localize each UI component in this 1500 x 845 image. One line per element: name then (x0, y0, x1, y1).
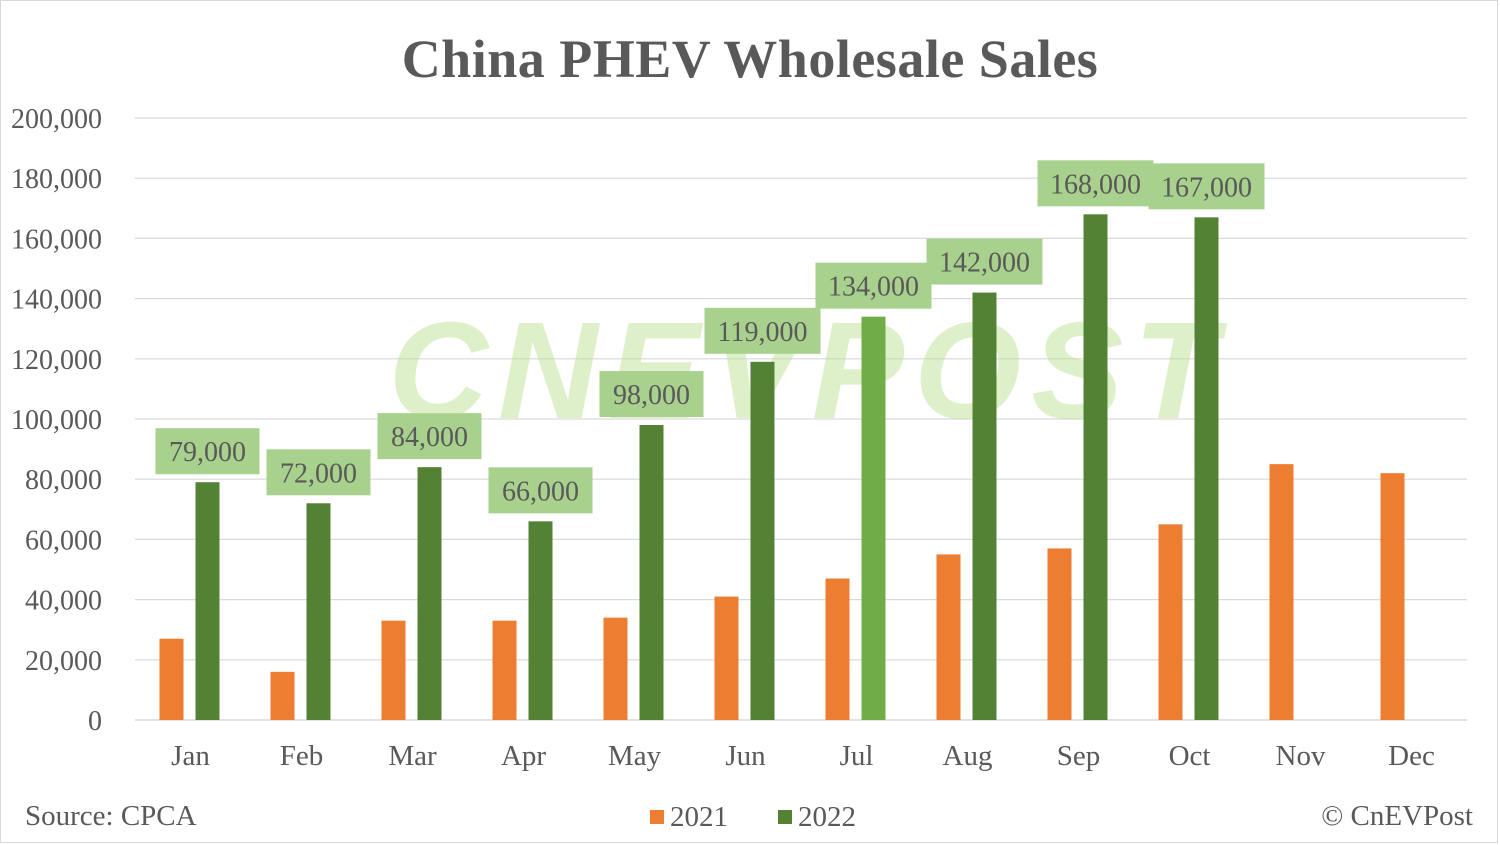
x-tick-label: Apr (501, 740, 546, 772)
x-tick-label: May (608, 740, 662, 772)
bar-2022-oct (1194, 217, 1219, 720)
bar-2021-nov (1269, 464, 1294, 720)
bar-2021-sep (1047, 548, 1072, 720)
bar-2021-dec (1380, 473, 1405, 720)
data-label-box-aug (926, 238, 1043, 285)
credit-note: © CnEVPost (1321, 800, 1473, 832)
x-tick-label: Oct (1169, 740, 1211, 772)
y-tick-label: 140,000 (11, 285, 102, 316)
x-tick-label: Jan (171, 740, 210, 772)
bar-2021-oct (1158, 524, 1183, 720)
bar-2021-jan (159, 638, 184, 720)
data-label-box-oct (1148, 163, 1265, 210)
x-tick-label: Nov (1276, 740, 1326, 772)
legend-swatch-2021 (650, 810, 664, 824)
bar-2022-sep (1083, 214, 1108, 720)
data-label-2022-sep: 168,000 (1050, 169, 1141, 200)
data-label-2022-may: 98,000 (613, 380, 690, 411)
x-tick-label: Sep (1057, 740, 1101, 772)
bar-2022-aug (972, 292, 997, 720)
data-label-2022-oct: 167,000 (1161, 172, 1252, 203)
x-tick-label: Jul (840, 740, 874, 772)
y-tick-label: 60,000 (25, 525, 102, 556)
data-label-2022-jun: 119,000 (718, 317, 808, 348)
data-label-box-apr (488, 467, 593, 514)
bar-2022-may (639, 425, 664, 720)
y-tick-label: 40,000 (25, 586, 102, 617)
data-label-box-jan (155, 428, 260, 475)
bar-chart: 0 20,000 40,000 60,000 80,000 100,000 120,000 1… (11, 104, 1467, 772)
legend-label-2021: 2021 (670, 801, 728, 833)
bar-2021-jun (714, 596, 739, 720)
legend-swatch-2022 (778, 810, 792, 824)
legend-item-2022: 2022 (778, 801, 856, 834)
bar-2022-mar (417, 467, 442, 720)
y-tick-label: 200,000 (11, 104, 102, 135)
data-label-2022-feb: 72,000 (280, 458, 357, 489)
data-label-box-sep (1037, 160, 1154, 207)
bar-2021-feb (270, 671, 295, 720)
bar-2021-aug (936, 554, 961, 720)
bar-2021-mar (381, 620, 406, 720)
y-tick-label: 0 (88, 706, 102, 737)
legend-item-2021: 2021 (650, 801, 728, 834)
data-label-box-mar (377, 413, 482, 460)
source-note: Source: CPCA (25, 800, 197, 832)
y-tick-label: 120,000 (11, 345, 102, 376)
y-tick-label: 100,000 (11, 405, 102, 436)
bar-2022-jun (750, 361, 775, 720)
bar-2021-apr (492, 620, 517, 720)
y-tick-label: 160,000 (11, 224, 102, 255)
y-tick-label: 180,000 (11, 164, 102, 195)
data-label-2022-apr: 66,000 (502, 476, 579, 507)
y-tick-label: 80,000 (25, 465, 102, 496)
data-label-2022-aug: 142,000 (939, 248, 1030, 279)
data-label-2022-jul: 134,000 (828, 272, 919, 303)
bar-2022-apr (528, 521, 553, 720)
x-tick-label: Feb (280, 740, 324, 772)
y-tick-label: 20,000 (25, 646, 102, 677)
x-tick-label: Dec (1388, 740, 1435, 772)
data-label-box-may (599, 371, 704, 418)
data-label-box-jun (704, 307, 821, 354)
x-tick-label: Aug (943, 740, 993, 772)
legend-label-2022: 2022 (798, 801, 856, 833)
data-label-box-jul (815, 262, 932, 309)
data-label-box-feb (266, 449, 371, 496)
x-tick-label: Mar (388, 740, 437, 772)
data-label-2022-mar: 84,000 (391, 422, 468, 453)
bar-2022-jul (861, 316, 886, 720)
x-tick-label: Jun (725, 740, 766, 772)
data-label-2022-jan: 79,000 (169, 437, 246, 468)
bar-2021-jul (825, 578, 850, 720)
bar-2022-jan (195, 482, 220, 720)
bar-2021-may (603, 617, 628, 720)
bar-2022-feb (306, 503, 331, 720)
chart-title: China PHEV Wholesale Sales (401, 29, 1099, 89)
